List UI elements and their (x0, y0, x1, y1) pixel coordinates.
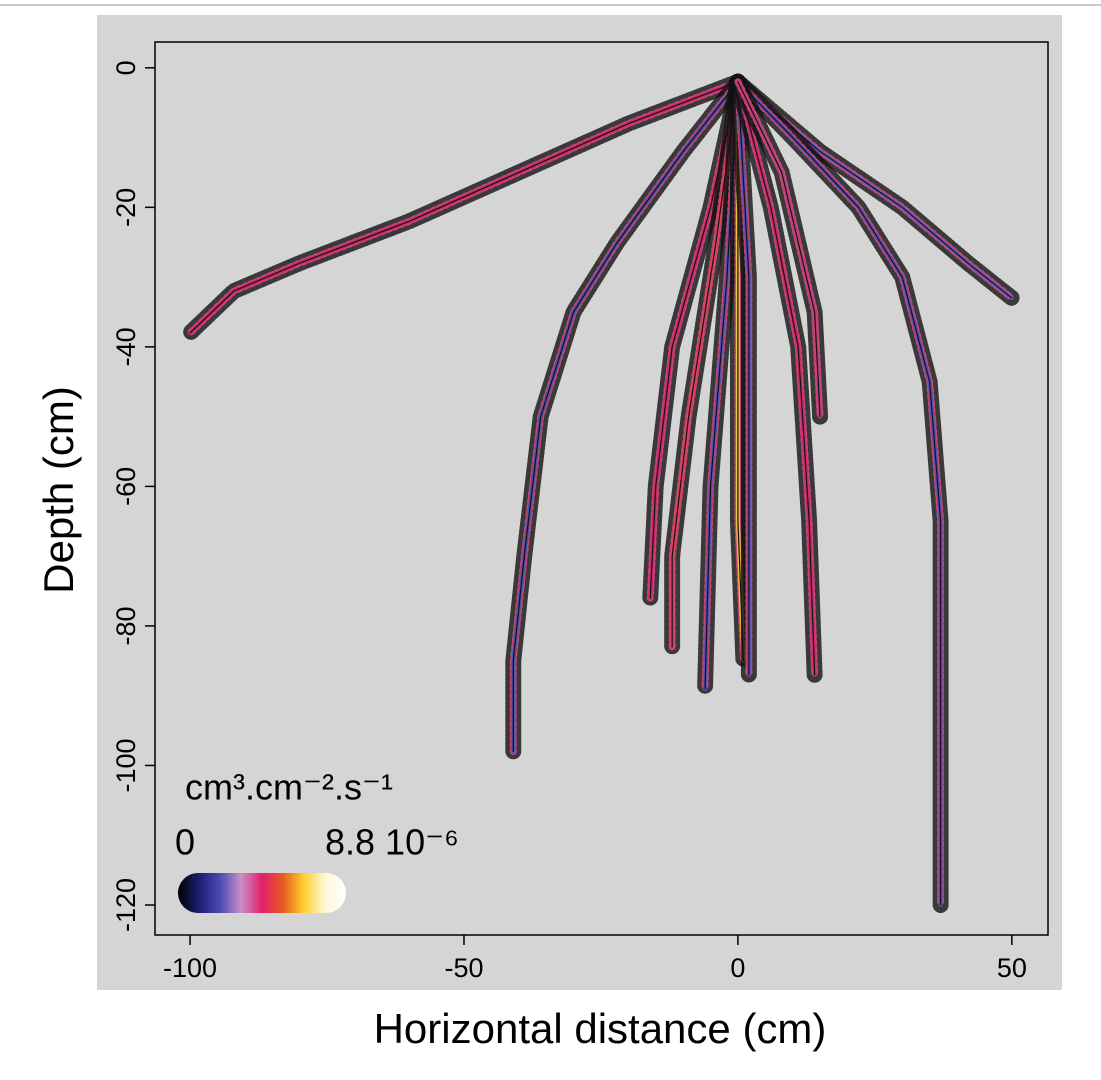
y-axis-title: Depth (cm) (35, 386, 82, 594)
x-tick-label: -100 (163, 953, 217, 983)
root-core (189, 81, 739, 334)
y-tick-label: -100 (111, 738, 141, 792)
colorbar-min: 0 (175, 822, 195, 863)
root-core (737, 81, 942, 906)
x-tick-label: -50 (444, 953, 483, 983)
root-core (737, 81, 750, 676)
colorbar-max: 8.8 10⁻⁶ (325, 822, 459, 863)
root-core (512, 81, 739, 753)
y-tick-label: -120 (111, 878, 141, 932)
y-tick-label: -60 (111, 467, 141, 506)
x-axis-title: Horizontal distance (cm) (374, 1005, 827, 1052)
plot-area (154, 41, 1049, 936)
colorbar (178, 873, 346, 913)
x-tick-label: 0 (730, 953, 745, 983)
root-core (671, 81, 739, 648)
x-tick-label: 50 (997, 953, 1027, 983)
y-tick-label: -20 (111, 188, 141, 227)
root-core (737, 81, 816, 676)
y-tick-label: -40 (111, 327, 141, 366)
y-tick-label: 0 (111, 60, 141, 75)
colorbar-title: cm³.cm⁻².s⁻¹ (185, 767, 393, 808)
root-core (737, 81, 821, 418)
y-tick-label: -80 (111, 606, 141, 645)
